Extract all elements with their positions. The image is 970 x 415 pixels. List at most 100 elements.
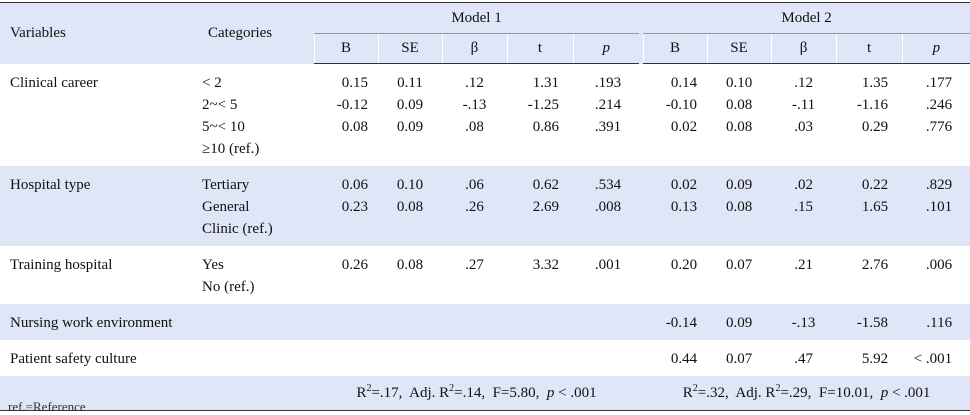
category-label: Clinic (ref.) [202,220,273,237]
value: 0.07 [725,350,753,367]
value: 0.44 [670,350,698,367]
value: .08 [465,119,484,135]
category-label: < 2 [202,74,222,91]
m1-se-cell: 0.08 [378,246,442,304]
value: 0.08 [396,256,424,273]
value: .12 [794,75,813,91]
value: -0.12 [336,97,368,113]
m2-t-cell: 1.35 -1.16 0.29 [836,64,902,166]
value: 0.86 [532,119,559,135]
value: 0.22 [861,176,889,193]
m2-se-cell: 0.09 [707,303,772,340]
value: .008 [594,198,622,215]
value: 0.29 [861,119,889,135]
m2-se-cell: 0.07 [707,246,771,304]
value: 1.35 [861,75,889,91]
value: -.13 [791,314,816,331]
m2-b-cell: 0.14 -0.10 0.02 [643,64,707,166]
m1-p-cell [573,340,639,376]
m1-p-cell: .193 .214 .391 [573,64,639,166]
category-label: General [202,198,250,215]
header-model2: Model 2 [643,2,970,34]
table-row: Training hospital Yes No (ref.) 0.26 0.08 .27… [0,246,970,304]
value: 0.08 [341,119,368,135]
category-list: < 2 2~< 5 5~< 10 ≥10 (ref.) [198,64,314,166]
value: -.11 [791,97,816,113]
header-model2-b: B [642,33,708,64]
category-label: 5~< 10 [202,118,245,135]
m1-t-cell [507,303,573,340]
m2-p-cell: .006 [902,246,970,304]
m1-p-cell: .534 .008 [573,165,640,246]
m2-b-cell: 0.20 [643,246,707,304]
value: .829 [925,176,953,193]
model-stats-row: R2=.17, Adj. R2=.14, F=5.80, p < .001 R2=… [0,375,970,411]
value: 0.08 [725,198,753,215]
category-label: ≥10 (ref.) [202,140,260,157]
m1-t-cell [507,340,573,376]
m2-p-cell: .829 .101 [902,165,970,246]
m1-b-cell: 0.15 -0.12 0.08 [314,64,378,166]
header-variables: Variables [0,2,198,64]
value: 0.20 [670,256,698,273]
value: 0.02 [670,119,698,135]
value: -1.16 [856,97,889,113]
header-model1-t: t [506,33,573,64]
m1-beta-cell: .06.26 [442,165,507,246]
variable-label: Patient safety culture [10,350,137,367]
value: 0.13 [670,198,698,215]
table-row: Clinical career < 2 2~< 5 5~< 10 ≥10 (ref.) 0… [0,64,970,166]
value: .27 [465,256,484,273]
m1-beta-cell [442,303,507,340]
value: .15 [794,198,813,215]
category-label: No (ref.) [202,278,255,295]
value: 0.02 [670,176,698,193]
value: .03 [794,119,813,135]
table-row: Hospital type Tertiary General Clinic (ref.… [0,165,970,246]
table-row: Patient safety culture 0.44 0.07 .47 5.92 < .… [0,340,970,376]
value: 0.10 [396,176,424,193]
value: .06 [465,176,484,193]
value: .001 [594,256,622,273]
m2-beta-cell: .21 [771,246,836,304]
m1-se-cell [378,340,442,376]
value: .214 [594,97,622,113]
value: 0.09 [396,97,424,113]
value: 5.92 [861,350,889,367]
value: -0.10 [665,97,698,113]
value: .006 [925,256,953,273]
category-label: 2~< 5 [202,96,238,113]
value: 0.14 [670,75,698,91]
value: 0.07 [725,256,753,273]
m1-beta-cell: .27 [442,246,507,304]
value: .12 [465,75,484,91]
value: 0.62 [532,176,559,193]
table-footnote: ref.=Reference [8,399,86,414]
m2-t-cell: 5.92 [836,340,902,376]
value: -1.58 [856,314,889,331]
header-model1-b: B [313,33,378,64]
header-model2-t: t [835,33,903,64]
category-list: Yes No (ref.) [198,246,314,304]
m2-t-cell: 2.76 [836,246,902,304]
m2-b-cell: 0.44 [643,340,707,376]
m1-fit-statistics: R2=.17, Adj. R2=.14, F=5.80, p < .001 [314,375,640,411]
value: 0.11 [397,75,423,91]
header-model2-p: p [901,33,970,64]
value: 0.08 [725,97,753,113]
header-model1-p: p [572,33,640,64]
m1-se-cell: 0.11 0.09 0.09 [378,64,442,166]
m1-t-cell: 0.62 2.69 [507,165,573,246]
value: 0.10 [725,75,753,91]
m1-t-cell: 1.31 -1.25 0.86 [507,64,573,166]
m1-b-cell: 0.26 [314,246,378,304]
category-label: Tertiary [202,176,250,193]
m2-p-cell: < .001 [902,340,970,376]
m1-beta-cell [442,340,507,376]
value: 0.06 [341,176,368,193]
value: .21 [794,256,813,273]
header-model2-se: SE [706,33,772,64]
value: .26 [465,198,484,215]
value: 0.08 [725,119,753,135]
